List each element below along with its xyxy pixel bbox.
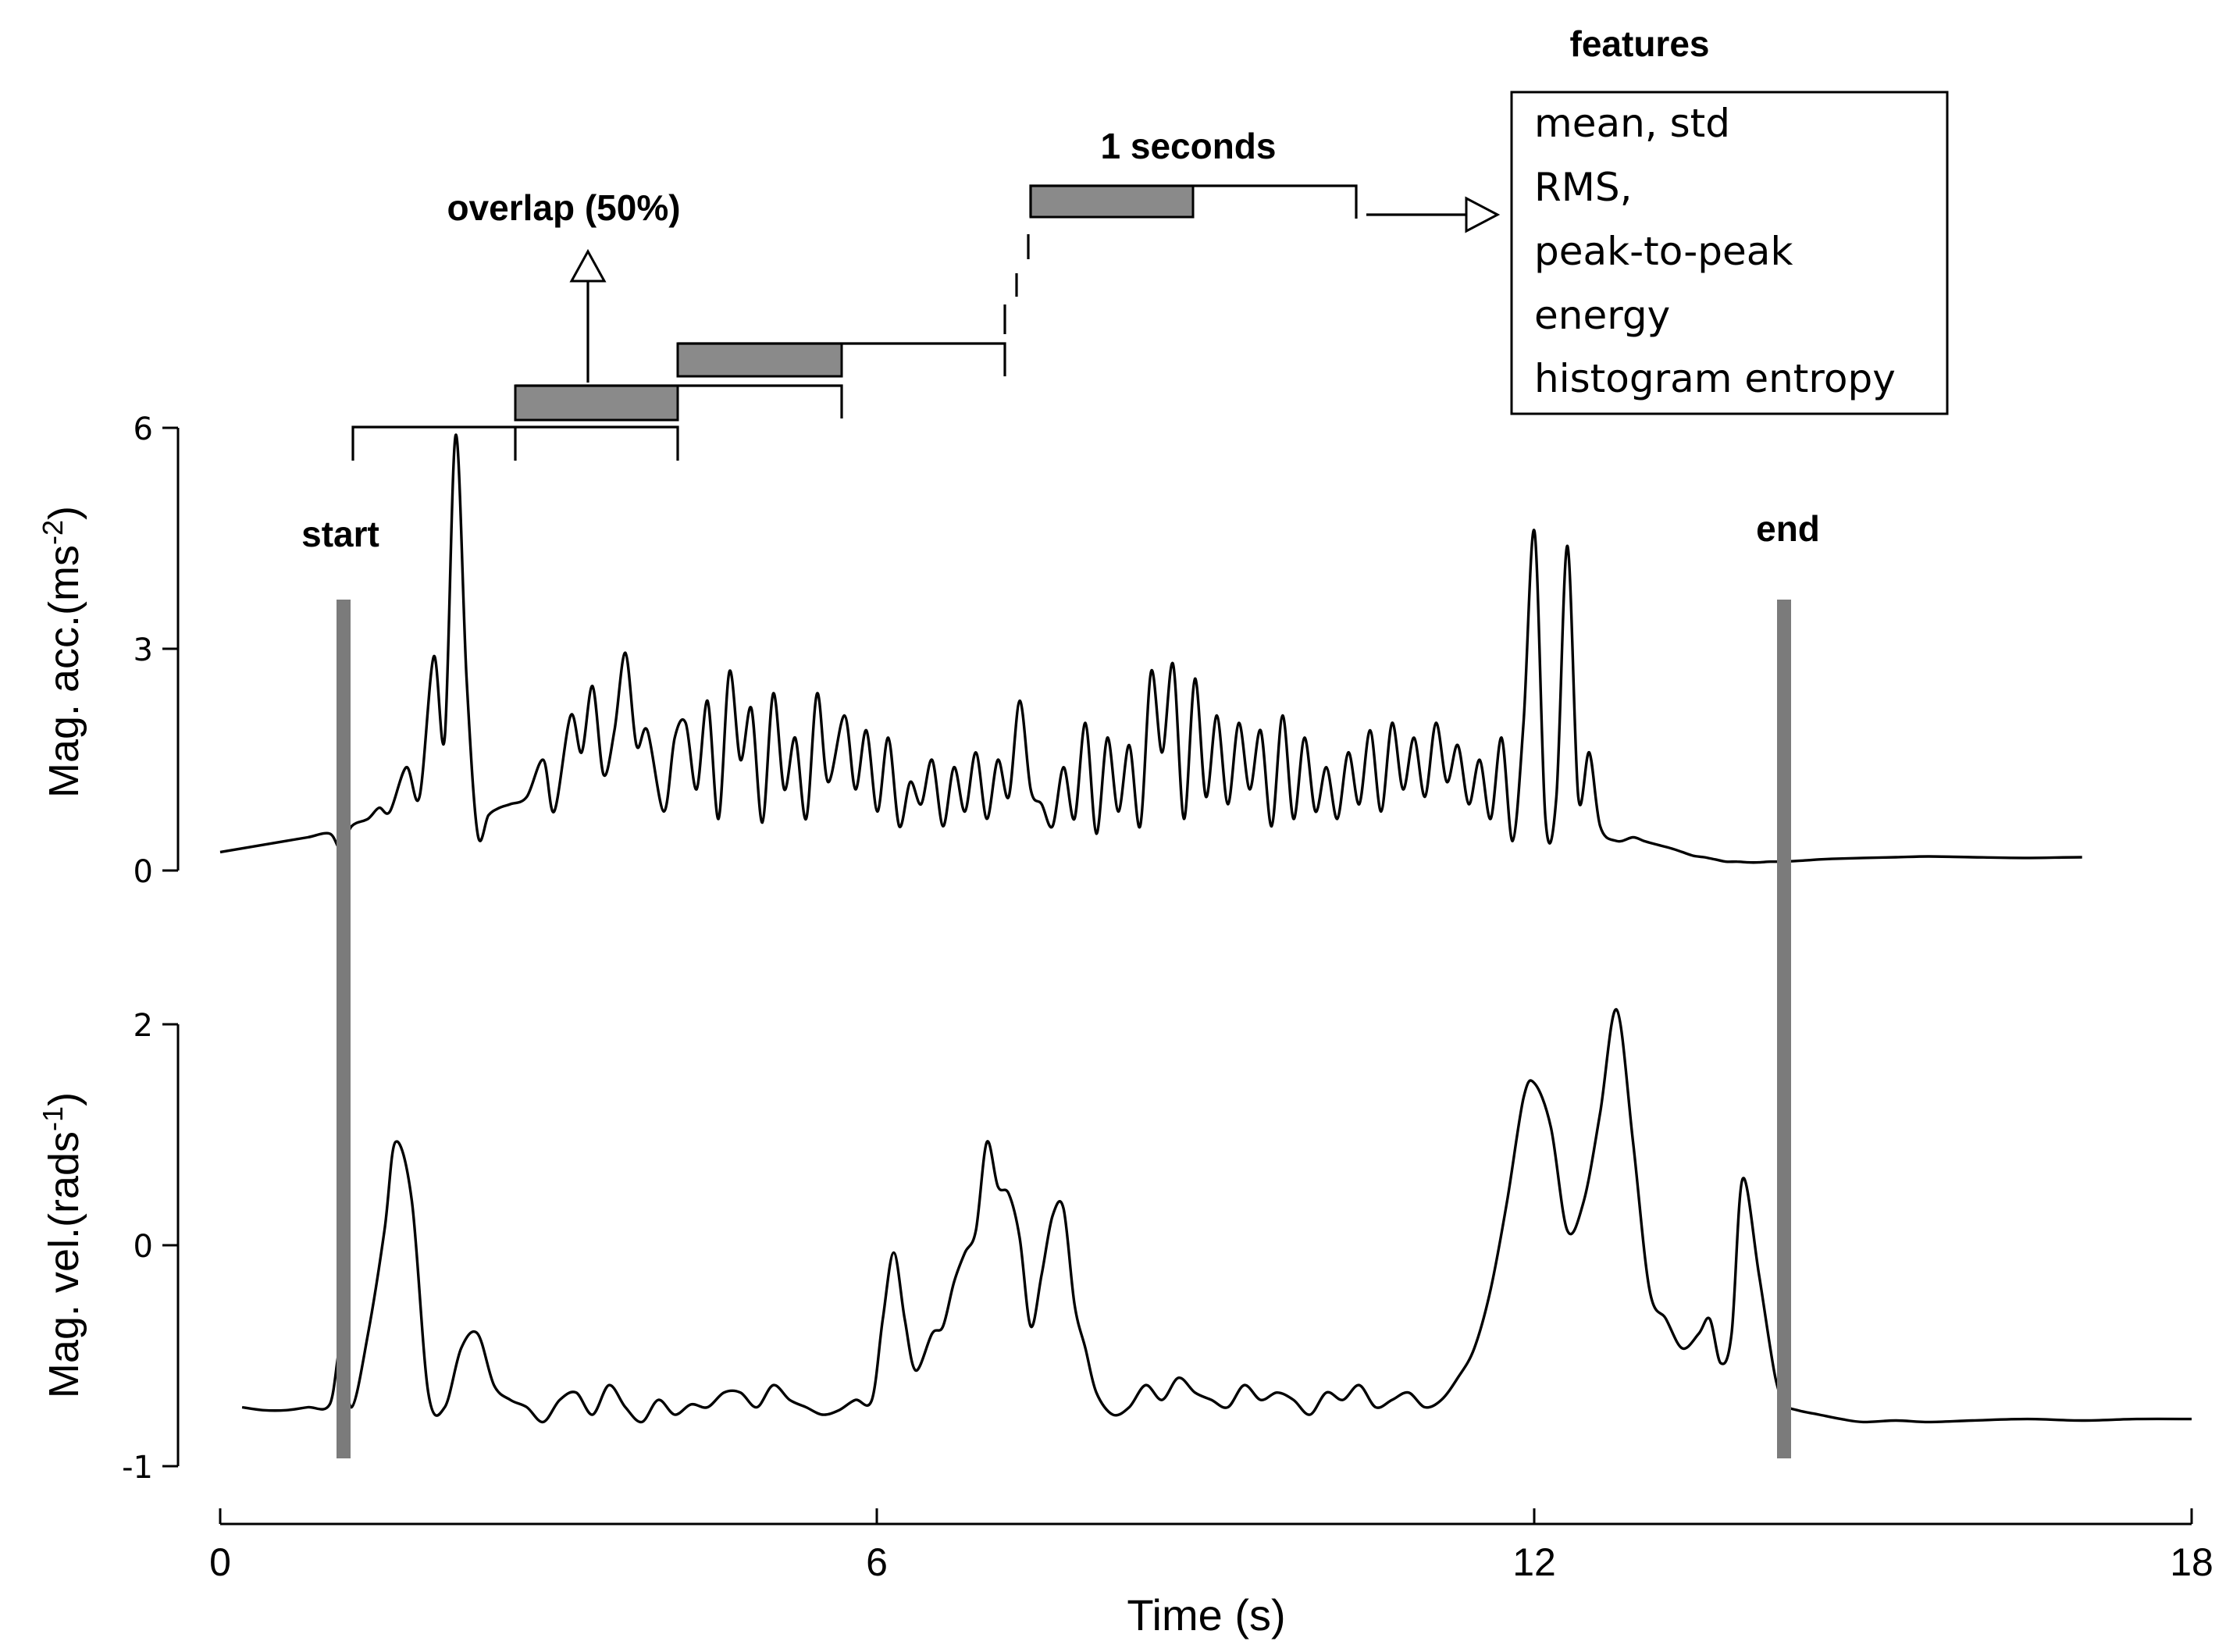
acc-ytick-label: 0 bbox=[134, 854, 153, 890]
acc-ytick-label: 3 bbox=[134, 632, 153, 668]
overlap-arrowhead bbox=[569, 248, 607, 283]
xtick-label: 6 bbox=[866, 1540, 888, 1584]
overlap-label: overlap (50%) bbox=[447, 187, 680, 228]
vel-y-axis: 2 0 -1 Mag. vel.(rads-1) bbox=[37, 1008, 180, 1486]
overlap-block bbox=[514, 384, 679, 422]
window-bracket bbox=[515, 384, 843, 418]
acc-ytick-label: 6 bbox=[134, 411, 153, 447]
start-label: start bbox=[301, 514, 379, 554]
vel-ylabel: Mag. vel.(rads-1) bbox=[37, 1092, 87, 1398]
vel-ylabel-close: ) bbox=[41, 1092, 87, 1106]
features-box: features mean, std RMS, peak-to-peak ene… bbox=[1510, 23, 1949, 415]
vel-ytick-label: 0 bbox=[134, 1229, 153, 1265]
vel-ytick-label: -1 bbox=[122, 1450, 153, 1486]
xtick-label: 0 bbox=[209, 1540, 231, 1584]
vel-ylabel-main: Mag. vel.(rads bbox=[41, 1131, 87, 1398]
window-bracket bbox=[678, 342, 1006, 376]
window-length-label: 1 seconds bbox=[1101, 126, 1277, 166]
feature-item: peak-to-peak bbox=[1534, 229, 1793, 274]
feature-item: RMS, bbox=[1534, 165, 1633, 210]
acc-y-axis: 6 3 0 Mag. acc.(ms-2) bbox=[37, 411, 180, 890]
end-label: end bbox=[1756, 508, 1820, 549]
x-axis-label: Time (s) bbox=[1127, 1590, 1285, 1640]
overlap-block bbox=[1029, 184, 1195, 219]
feature-item: mean, std bbox=[1534, 101, 1730, 146]
acc-ylabel-sup: -2 bbox=[37, 520, 69, 545]
acc-ylabel: Mag. acc.(ms-2) bbox=[37, 506, 87, 798]
acc-ylabel-main: Mag. acc.(ms bbox=[41, 545, 87, 798]
overlap-block bbox=[676, 342, 843, 378]
vel-ylabel-sup: -1 bbox=[37, 1106, 69, 1131]
feature-item: energy bbox=[1534, 293, 1670, 338]
feature-item: histogram entropy bbox=[1534, 356, 1896, 401]
feature-arrowhead bbox=[1465, 196, 1501, 233]
acc-series-line bbox=[219, 433, 2082, 864]
acc-ylabel-close: ) bbox=[41, 506, 87, 520]
xtick-label: 12 bbox=[1512, 1540, 1556, 1584]
vel-ytick-label: 2 bbox=[134, 1008, 153, 1044]
xtick-label: 18 bbox=[2170, 1540, 2213, 1584]
vel-series-line bbox=[241, 1008, 2192, 1424]
x-axis: 0 6 12 18 Time (s) bbox=[209, 1508, 2213, 1640]
features-frame bbox=[1510, 91, 1949, 415]
features-title: features bbox=[1570, 23, 1710, 64]
window-schematic: overlap (50%) 1 seconds bbox=[351, 126, 1501, 461]
window-bracket bbox=[1029, 184, 1358, 219]
